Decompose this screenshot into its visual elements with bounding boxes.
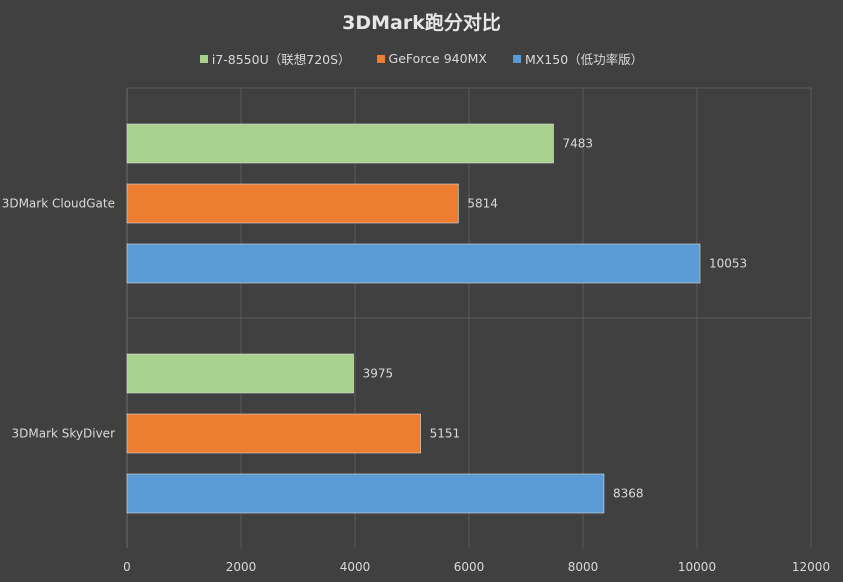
category-label-0: 3DMark CloudGate bbox=[2, 197, 115, 211]
data-label-1-2: 8368 bbox=[613, 487, 644, 501]
x-tick-label-12000: 12000 bbox=[792, 560, 830, 574]
chart-title: 3DMark跑分对比 bbox=[342, 12, 501, 34]
bar-1-0 bbox=[126, 353, 354, 394]
bar-1-2 bbox=[126, 473, 605, 514]
legend-label-series-0: i7-8550U（联想720S） bbox=[211, 52, 351, 67]
category-label-1: 3DMark SkyDiver bbox=[11, 427, 115, 441]
data-label-1-0: 3975 bbox=[363, 367, 394, 381]
legend-item-series-0: i7-8550U（联想720S） bbox=[199, 49, 351, 68]
bar-0-2 bbox=[126, 243, 701, 284]
data-label-1-1: 5151 bbox=[430, 427, 461, 441]
x-tick-label-0: 0 bbox=[123, 560, 131, 574]
bar-0-0 bbox=[126, 123, 554, 164]
data-label-0-1: 5814 bbox=[467, 197, 498, 211]
data-label-0-0: 7483 bbox=[563, 137, 594, 151]
x-tick-label-4000: 4000 bbox=[340, 560, 371, 574]
bar-0-1 bbox=[126, 183, 459, 224]
legend-label-series-1: GeForce 940MX bbox=[388, 51, 487, 66]
legend-swatch-series-2 bbox=[512, 54, 521, 63]
bar-1-1 bbox=[126, 413, 421, 454]
legend-label-series-2: MX150（低功率版） bbox=[524, 52, 644, 67]
x-tick-label-2000: 2000 bbox=[226, 560, 257, 574]
legend-item-series-1: GeForce 940MX bbox=[376, 49, 487, 68]
legend-item-series-2: MX150（低功率版） bbox=[512, 49, 644, 68]
legend-swatch-series-0 bbox=[199, 54, 208, 63]
data-label-0-2: 10053 bbox=[709, 257, 747, 271]
x-tick-label-10000: 10000 bbox=[678, 560, 716, 574]
legend: i7-8550U（联想720S） GeForce 940MX MX150（低功率… bbox=[0, 49, 843, 68]
x-tick-label-6000: 6000 bbox=[454, 560, 485, 574]
x-tick-label-8000: 8000 bbox=[568, 560, 599, 574]
legend-swatch-series-1 bbox=[376, 54, 385, 63]
